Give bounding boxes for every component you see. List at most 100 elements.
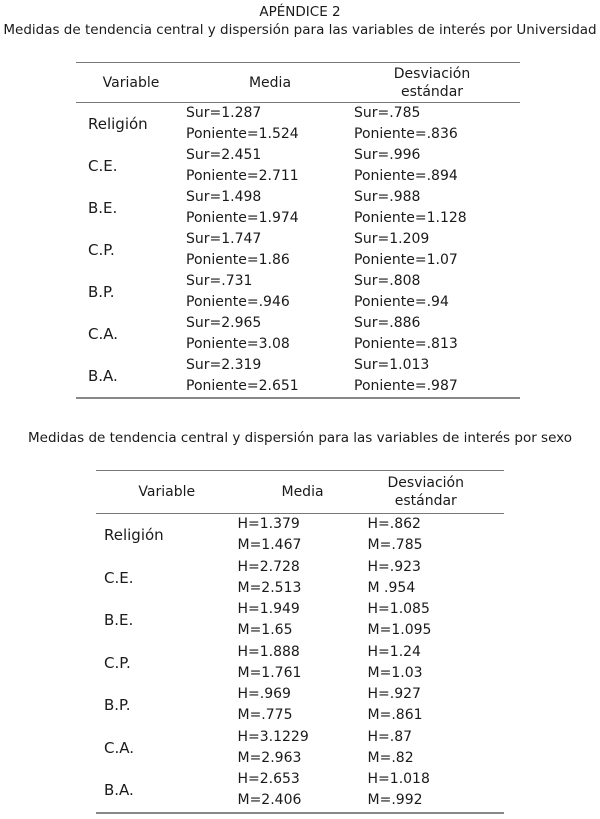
media-value: Sur=2.319 [186, 357, 262, 373]
table-row: C.P. Sur=1.747 Poniente=1.86 Sur=1.209 Ponie… [76, 229, 520, 271]
table-header-row: Variable Media Desviación estándar [76, 62, 520, 103]
table-row: C.E. Sur=2.451 Poniente=2.711 Sur=.996 Ponie… [76, 145, 520, 187]
table-row: B.E. H=1.949 M=1.65 H=1.085 M=1.095 [96, 599, 504, 642]
sd-cell: H=1.085 M=1.095 [368, 599, 504, 642]
media-value: Poniente=3.08 [186, 336, 290, 352]
sd-value: Sur=.996 [354, 147, 421, 163]
sd-value: M=1.03 [367, 664, 423, 681]
sd-cell: Sur=.996 Poniente=.894 [354, 145, 520, 187]
sd-value: Sur=.808 [354, 273, 421, 289]
table-row: C.A. H=3.1229 M=2.963 H=.87 M=.82 [96, 727, 504, 770]
media-value: M=2.513 [237, 579, 302, 596]
sd-value: Poniente=1.128 [354, 210, 467, 226]
table-row: Religión H=1.379 M=1.467 H=.862 M=.785 [96, 514, 504, 557]
sd-value: M .954 [367, 579, 416, 596]
media-cell: H=1.949 M=1.65 [238, 599, 368, 642]
media-cell: Sur=1.498 Poniente=1.974 [186, 187, 354, 229]
table-by-sex: Variable Media Desviación estándar Relig… [96, 470, 504, 814]
sd-cell: Sur=.785 Poniente=.836 [354, 103, 520, 146]
sd-value: M=.82 [367, 749, 414, 766]
sd-value: Poniente=1.07 [354, 252, 458, 268]
table-row: C.P. H=1.888 M=1.761 H=1.24 M=1.03 [96, 642, 504, 685]
sd-cell: Sur=.886 Poniente=.813 [354, 313, 520, 355]
sd-value: Poniente=.987 [354, 378, 458, 394]
table2-caption: Medidas de tendencia central y dispersió… [28, 430, 572, 446]
sd-cell: H=.923 M .954 [368, 557, 504, 600]
variable-cell: C.P. [104, 653, 131, 672]
sd-value: M=1.095 [367, 622, 432, 639]
media-value: H=.969 [237, 686, 291, 703]
sd-value: Sur=.988 [354, 189, 421, 205]
header-media: Media [237, 470, 368, 514]
media-value: H=2.653 [237, 771, 300, 788]
media-value: M=2.963 [237, 749, 302, 766]
media-cell: H=3.1229 M=2.963 [238, 727, 368, 770]
sd-value: H=1.24 [367, 643, 421, 660]
media-value: H=2.728 [237, 558, 300, 575]
media-value: Sur=.731 [186, 273, 253, 289]
sd-value: H=1.085 [367, 601, 430, 618]
variable-cell: B.P. [88, 283, 115, 301]
table-row: B.P. Sur=.731 Poniente=.946 Sur=.808 Ponient… [76, 271, 520, 313]
media-value: Poniente=1.86 [186, 252, 290, 268]
variable-cell: C.E. [88, 157, 118, 175]
media-value: Poniente=1.974 [186, 210, 299, 226]
sd-value: H=1.018 [367, 771, 430, 788]
media-value: Sur=1.747 [186, 231, 262, 247]
header-sd: Desviación estándar [354, 62, 520, 103]
sd-cell: H=.87 M=.82 [368, 727, 504, 770]
sd-value: M=.861 [367, 707, 423, 724]
sd-value: M=.785 [367, 537, 423, 554]
sd-value: Poniente=.894 [354, 168, 458, 184]
media-cell: Sur=1.287 Poniente=1.524 [186, 103, 354, 146]
variable-cell: B.A. [104, 781, 134, 800]
sd-value: Poniente=.94 [354, 294, 449, 310]
variable-cell: C.P. [88, 241, 115, 259]
table-row: C.E. H=2.728 M=2.513 H=.923 M .954 [96, 557, 504, 600]
media-value: Sur=1.287 [186, 105, 262, 121]
media-value: M=1.761 [237, 664, 302, 681]
media-value: H=1.379 [237, 516, 300, 533]
table-row: C.A. Sur=2.965 Poniente=3.08 Sur=.886 Ponien… [76, 313, 520, 355]
sd-value: Sur=.785 [354, 105, 421, 121]
sd-value: H=.923 [367, 558, 421, 575]
header-media: Media [186, 62, 354, 103]
media-value: M=2.406 [237, 792, 302, 809]
media-value: M=1.65 [237, 622, 293, 639]
sd-value: Poniente=.836 [354, 126, 458, 142]
variable-cell: Religión [88, 115, 148, 133]
table-row: B.A. Sur=2.319 Poniente=2.651 Sur=1.013 Poni… [76, 355, 520, 398]
variable-cell: Religión [104, 526, 164, 545]
media-cell: Sur=2.319 Poniente=2.651 [186, 355, 354, 398]
media-cell: H=2.653 M=2.406 [238, 769, 368, 813]
appendix-title: APÉNDICE 2 [259, 4, 341, 20]
variable-cell: B.P. [104, 696, 131, 715]
media-value: Sur=2.965 [186, 315, 262, 331]
table1-caption: Medidas de tendencia central y dispersió… [3, 22, 597, 38]
table-row: B.E. Sur=1.498 Poniente=1.974 Sur=.988 Ponie… [76, 187, 520, 229]
header-variable: Variable [96, 470, 238, 514]
media-cell: H=1.379 M=1.467 [238, 514, 368, 557]
media-cell: H=2.728 M=2.513 [238, 557, 368, 600]
media-value: Sur=2.451 [186, 147, 262, 163]
table-header-row: Variable Media Desviación estándar [96, 470, 504, 514]
media-value: H=1.888 [237, 643, 300, 660]
sd-value: Poniente=.813 [354, 336, 458, 352]
table-row: B.P. H=.969 M=.775 H=.927 M=.861 [96, 684, 504, 727]
media-value: Sur=1.498 [186, 189, 262, 205]
media-value: H=3.1229 [237, 728, 309, 745]
sd-cell: Sur=.808 Poniente=.94 [354, 271, 520, 313]
variable-cell: B.A. [88, 367, 118, 385]
media-value: M=.775 [237, 707, 293, 724]
media-cell: H=1.888 M=1.761 [238, 642, 368, 685]
table-row: B.A. H=2.653 M=2.406 H=1.018 M=.992 [96, 769, 504, 813]
media-cell: Sur=2.451 Poniente=2.711 [186, 145, 354, 187]
media-cell: H=.969 M=.775 [238, 684, 368, 727]
sd-cell: Sur=.988 Poniente=1.128 [354, 187, 520, 229]
sd-cell: H=1.24 M=1.03 [368, 642, 504, 685]
media-value: Poniente=2.651 [186, 378, 299, 394]
sd-cell: H=1.018 M=.992 [368, 769, 504, 813]
media-value: H=1.949 [237, 601, 300, 618]
media-cell: Sur=2.965 Poniente=3.08 [186, 313, 354, 355]
sd-cell: H=.862 M=.785 [368, 514, 504, 557]
